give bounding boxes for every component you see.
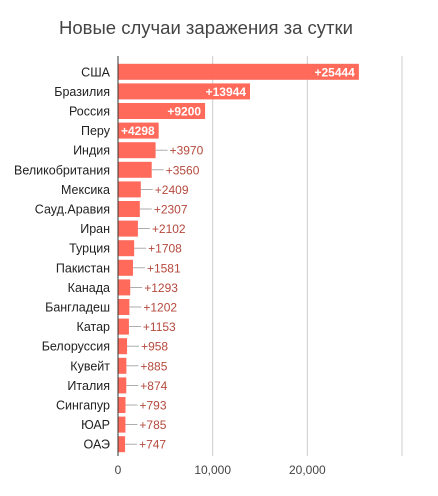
data-label: +747 [139, 438, 166, 452]
data-label: +1153 [143, 320, 176, 334]
category-label: Кувейт [70, 359, 110, 373]
data-label: +4298 [121, 124, 155, 138]
category-label: Катар [77, 320, 110, 334]
x-tick-label: 20,000 [289, 463, 326, 477]
bar [118, 436, 126, 453]
bar [118, 357, 127, 374]
bar [118, 299, 130, 315]
category-label: Сингапур [56, 399, 110, 413]
bar [118, 240, 135, 257]
data-label: +1202 [143, 301, 177, 315]
bar [118, 220, 138, 237]
data-label: +793 [140, 399, 167, 413]
bar [118, 63, 359, 80]
bar [118, 338, 128, 355]
category-label: Индия [73, 144, 110, 158]
data-label: +1293 [144, 281, 178, 295]
bar [118, 279, 131, 296]
bar [118, 122, 159, 139]
data-label: +2102 [152, 222, 186, 236]
category-label: Пакистан [56, 261, 110, 275]
data-label: +3970 [170, 144, 204, 158]
category-label: Бразилия [54, 85, 110, 99]
category-label: Бангладеш [45, 301, 110, 315]
bar [118, 416, 126, 433]
data-label: +958 [141, 340, 168, 354]
bar [118, 103, 206, 119]
data-label: +885 [140, 359, 167, 373]
data-label: +1581 [147, 261, 181, 275]
x-tick-label: 10,000 [194, 463, 231, 477]
bar [118, 397, 126, 413]
chart-title: Новые случаи заражения за сутки [59, 17, 353, 38]
bar [118, 201, 140, 217]
data-label: +2307 [154, 203, 188, 217]
bar [118, 259, 133, 276]
data-label: +2409 [155, 183, 189, 197]
data-label: +785 [139, 418, 166, 432]
bar [118, 377, 127, 394]
data-label: +874 [140, 379, 167, 393]
category-label: Канада [68, 281, 110, 295]
bar [118, 161, 152, 178]
category-label: Италия [67, 379, 110, 393]
category-label: Перу [81, 124, 111, 138]
category-label: США [81, 65, 110, 79]
category-label: Великобритания [14, 163, 110, 177]
category-label: Россия [69, 105, 110, 119]
category-label: Сауд.Аравия [35, 203, 110, 217]
category-label: ЮАР [81, 418, 110, 432]
bar [118, 181, 141, 198]
x-tick-label: 0 [115, 463, 122, 477]
category-label: Белоруссия [42, 340, 110, 354]
data-label: +25444 [314, 65, 355, 79]
data-label: +13944 [206, 85, 247, 99]
data-label: +3560 [166, 163, 200, 177]
bar [118, 83, 251, 100]
data-label: +1708 [148, 242, 182, 256]
bar [118, 318, 129, 335]
category-label: ОАЭ [84, 438, 111, 452]
category-label: Иран [80, 222, 110, 236]
category-label: Мексика [61, 183, 110, 197]
bar [118, 142, 156, 159]
data-label: +9200 [167, 105, 201, 119]
category-label: Турция [69, 242, 110, 256]
